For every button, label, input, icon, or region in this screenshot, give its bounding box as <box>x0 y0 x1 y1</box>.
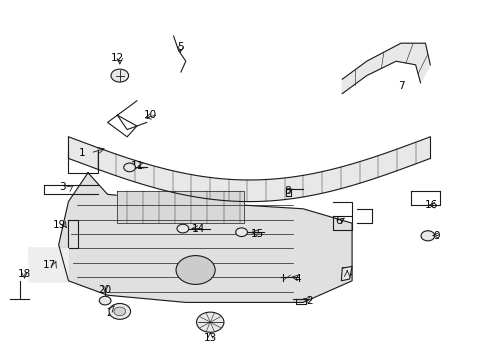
Text: 15: 15 <box>250 229 264 239</box>
Text: 7: 7 <box>397 81 404 91</box>
Text: 2: 2 <box>305 296 312 306</box>
Text: 14: 14 <box>192 224 205 234</box>
Text: 8: 8 <box>284 186 290 196</box>
Text: 4: 4 <box>293 274 300 284</box>
Text: 16: 16 <box>424 200 437 210</box>
Text: 5: 5 <box>177 42 184 52</box>
Text: 1: 1 <box>79 148 85 158</box>
Text: 17: 17 <box>43 260 56 270</box>
Text: 9: 9 <box>432 231 439 241</box>
Text: 10: 10 <box>143 110 156 120</box>
Circle shape <box>109 303 130 319</box>
Text: 19: 19 <box>53 220 66 230</box>
Circle shape <box>235 228 247 237</box>
Circle shape <box>177 224 188 233</box>
Polygon shape <box>341 266 351 281</box>
Text: 11: 11 <box>131 161 144 171</box>
Text: 18: 18 <box>18 269 31 279</box>
Polygon shape <box>68 137 429 202</box>
Text: 3: 3 <box>59 182 66 192</box>
Text: 20: 20 <box>99 285 111 295</box>
Circle shape <box>176 256 215 284</box>
Text: 22: 22 <box>105 308 119 318</box>
Circle shape <box>111 69 128 82</box>
Circle shape <box>420 231 434 241</box>
Polygon shape <box>29 248 68 281</box>
Polygon shape <box>342 43 429 94</box>
Polygon shape <box>117 191 244 223</box>
Circle shape <box>123 163 135 172</box>
Circle shape <box>196 312 224 332</box>
Text: 13: 13 <box>203 333 217 343</box>
Text: 6: 6 <box>335 216 342 226</box>
Text: 12: 12 <box>110 53 124 63</box>
Circle shape <box>114 307 125 316</box>
Circle shape <box>99 296 111 305</box>
Text: 21: 21 <box>340 267 353 277</box>
Polygon shape <box>59 173 351 302</box>
